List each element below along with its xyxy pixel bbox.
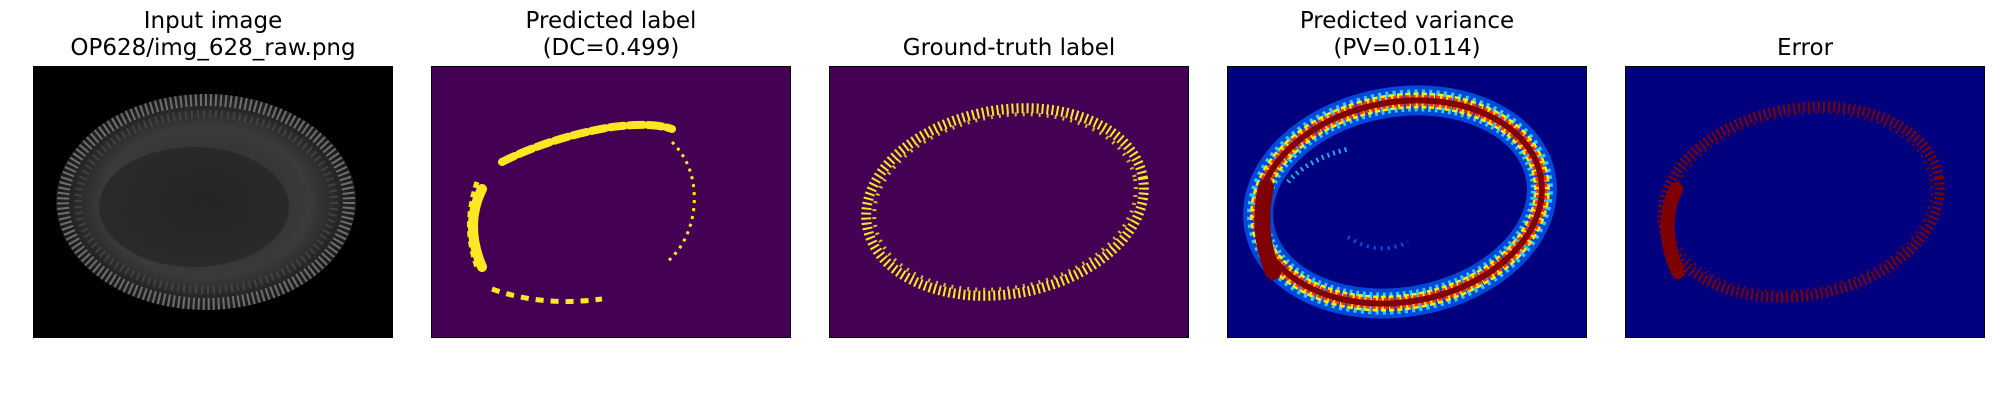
predicted-label-image xyxy=(431,66,791,338)
predicted-variance-image xyxy=(1227,66,1587,338)
panel-predicted-label: Predicted label (DC=0.499) xyxy=(431,0,791,400)
ground-truth-inner-ring xyxy=(872,112,1138,292)
panel-title-line1: Input image xyxy=(143,8,283,34)
panel-title-line2: (DC=0.499) xyxy=(542,35,680,61)
predicted-label-canvas xyxy=(432,67,790,337)
panel-title-line1: Ground-truth label xyxy=(902,35,1116,61)
embryo-cell-ring xyxy=(57,94,355,310)
predicted-arc-top xyxy=(498,120,676,166)
ground-truth-canvas xyxy=(830,67,1188,337)
panel-ground-truth-label: Ground-truth label xyxy=(829,0,1189,400)
ground-truth-ring xyxy=(861,103,1149,301)
panel-title-line2: OP628/img_628_raw.png xyxy=(70,35,356,61)
panel-predicted-variance: Predicted variance (PV=0.0114) xyxy=(1227,0,1587,400)
panel-error: Error xyxy=(1625,0,1985,400)
panel-title-line1: Predicted variance xyxy=(1299,8,1515,34)
panel-input-image: Input image OP628/img_628_raw.png xyxy=(33,0,393,400)
panel-title-line1: Predicted label xyxy=(525,8,697,34)
variance-interior-speckle xyxy=(1346,235,1409,251)
label-background xyxy=(432,67,790,337)
variance-crescent xyxy=(1254,179,1281,280)
panel-title-line1: Error xyxy=(1776,35,1834,61)
error-inner-ring xyxy=(1668,110,1934,294)
predicted-crescent xyxy=(468,184,487,272)
error-canvas xyxy=(1626,67,1984,337)
input-image xyxy=(33,66,393,338)
embryo-inner-ring xyxy=(74,110,338,294)
error-crescent xyxy=(1660,182,1685,279)
error-image xyxy=(1625,66,1985,338)
predicted-variance-canvas xyxy=(1228,67,1586,337)
error-background xyxy=(1626,67,1984,337)
ground-truth-image xyxy=(829,66,1189,338)
embryo-interior xyxy=(99,147,289,267)
input-image-canvas xyxy=(34,67,392,337)
panel-title-line2: (PV=0.0114) xyxy=(1333,35,1481,61)
